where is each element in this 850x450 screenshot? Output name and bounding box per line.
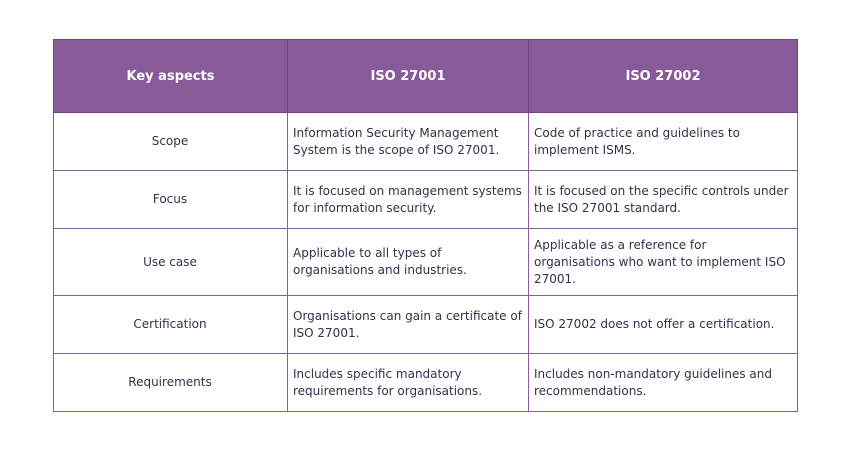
table-row: Use case Applicable to all types of orga… [53,228,798,296]
cell-iso27002: It is focused on the specific controls u… [528,170,798,229]
cell-iso27002: Code of practice and guidelines to imple… [528,112,798,171]
header-key-aspects: Key aspects [53,39,288,113]
cell-iso27001: Applicable to all types of organisations… [287,228,529,296]
table-header-row: Key aspects ISO 27001 ISO 27002 [53,39,798,113]
table-row: Certification Organisations can gain a c… [53,295,798,354]
comparison-table: Key aspects ISO 27001 ISO 27002 Scope In… [53,39,798,412]
cell-iso27001: Organisations can gain a certificate of … [287,295,529,354]
row-aspect-scope: Scope [53,112,288,171]
cell-iso27001: Information Security Management System i… [287,112,529,171]
comparison-table-container: Key aspects ISO 27001 ISO 27002 Scope In… [53,39,798,412]
row-aspect-focus: Focus [53,170,288,229]
cell-iso27001: It is focused on management systems for … [287,170,529,229]
table-row: Requirements Includes specific mandatory… [53,353,798,412]
table-row: Scope Information Security Management Sy… [53,112,798,171]
cell-iso27002: Applicable as a reference for organisati… [528,228,798,296]
header-iso-27002: ISO 27002 [528,39,798,113]
header-iso-27001: ISO 27001 [287,39,529,113]
cell-iso27002: Includes non-mandatory guidelines and re… [528,353,798,412]
cell-iso27002: ISO 27002 does not offer a certification… [528,295,798,354]
row-aspect-certification: Certification [53,295,288,354]
cell-iso27001: Includes specific mandatory requirements… [287,353,529,412]
table-row: Focus It is focused on management system… [53,170,798,229]
row-aspect-use-case: Use case [53,228,288,296]
row-aspect-requirements: Requirements [53,353,288,412]
